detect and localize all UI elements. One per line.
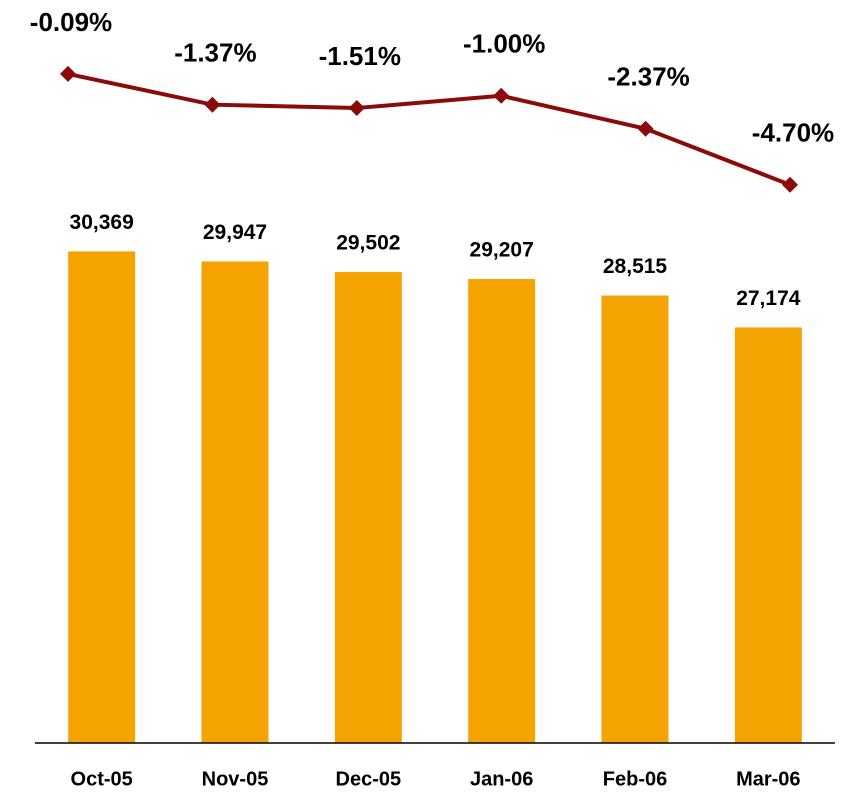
bar-value-label: 29,502: [336, 232, 400, 255]
line-marker: [204, 96, 221, 113]
line-value-label: -1.37%: [174, 38, 256, 68]
line-value-label: -2.37%: [607, 62, 689, 92]
bar-value-label: 28,515: [603, 255, 668, 278]
line-marker: [348, 100, 365, 117]
x-tick-label: Dec-05: [336, 768, 402, 790]
line-value-label: -0.09%: [30, 7, 112, 37]
bar-value-label: 29,947: [203, 221, 267, 244]
bar-value-label: 29,207: [470, 239, 534, 262]
x-tick-label: Oct-05: [71, 768, 133, 790]
line-marker: [637, 120, 654, 137]
line-marker: [60, 65, 76, 82]
x-tick-label: Jan-06: [470, 768, 533, 790]
bar-value-label: 27,174: [736, 287, 801, 310]
x-tick-label: Mar-06: [736, 768, 800, 790]
x-tick-label: Feb-06: [603, 768, 667, 790]
bar: [468, 279, 536, 743]
line-value-label: -1.00%: [463, 29, 545, 59]
bar: [334, 272, 402, 743]
line-value-label: -1.51%: [319, 41, 401, 71]
line: [67, 71, 791, 187]
bar: [734, 327, 802, 743]
bar: [68, 251, 136, 744]
line-marker: [493, 87, 510, 104]
line-value-label: -4.70%: [752, 118, 834, 148]
line-marker: [782, 176, 798, 193]
bar: [201, 261, 269, 743]
bar: [601, 295, 669, 743]
bar-value-label: 30,369: [70, 211, 134, 234]
x-tick-label: Nov-05: [202, 768, 269, 790]
